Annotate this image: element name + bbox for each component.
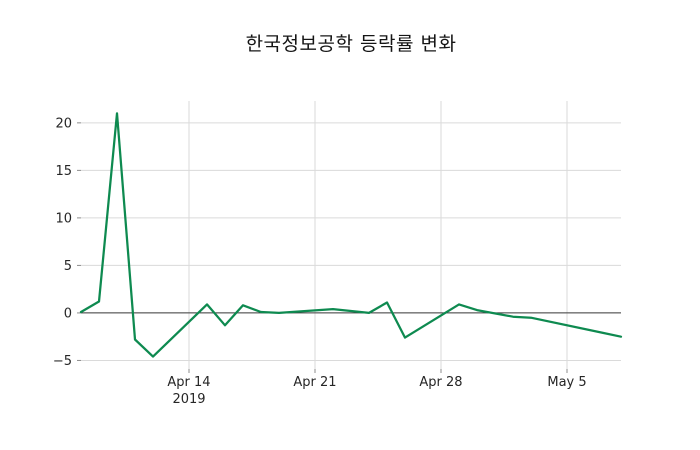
y-tick-label: 0 [64, 306, 72, 321]
x-tick-label: Apr 14 [167, 375, 210, 390]
y-tick-label: −5 [53, 354, 72, 369]
y-tick-label: 15 [55, 164, 72, 179]
x-tick-label: May 5 [547, 375, 586, 390]
x-tick-label: Apr 28 [419, 375, 462, 390]
chart-title: 한국정보공학 등락률 변화 [245, 33, 457, 55]
y-tick-label: 20 [55, 116, 72, 131]
y-tick-label: 5 [64, 259, 72, 274]
y-tick-label: 10 [55, 211, 72, 226]
x-tick-year-label: 2019 [172, 392, 205, 407]
series-line-price-change [79, 112, 623, 358]
x-tick-label: Apr 21 [293, 375, 336, 390]
